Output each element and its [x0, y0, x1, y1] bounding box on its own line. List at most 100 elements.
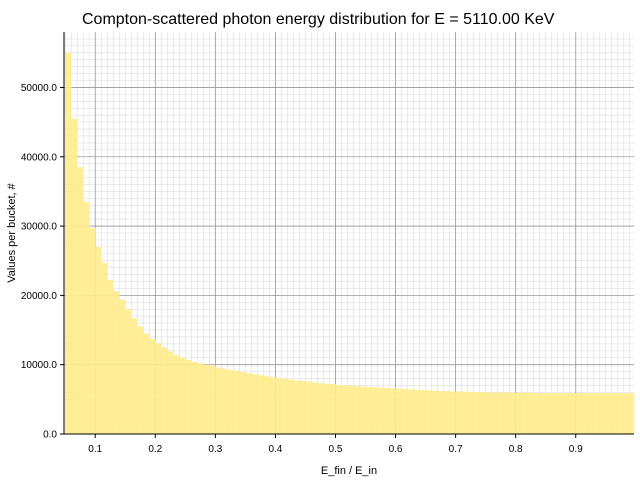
x-tick-label: 0.6 [389, 444, 403, 455]
histogram-bar [107, 280, 114, 434]
chart-title: Compton-scattered photon energy distribu… [82, 11, 555, 28]
x-axis-ticks: 0.1 0.2 0.3 0.4 0.5 0.6 0.7 0.8 0.9 [88, 434, 583, 455]
histogram-bar [545, 393, 553, 434]
histogram-bar [611, 393, 619, 434]
x-tick-label: 0.1 [88, 444, 102, 455]
histogram-bar [185, 359, 192, 434]
histogram-bar [437, 391, 444, 434]
histogram-bar [377, 387, 384, 434]
histogram-bar [353, 386, 360, 434]
histogram-bar [551, 393, 559, 434]
histogram-bar [251, 374, 258, 434]
plot-area [63, 32, 635, 435]
histogram-bar [77, 167, 84, 435]
histogram-bar [479, 392, 486, 434]
histogram-bar [341, 385, 348, 434]
histogram-bar [293, 380, 300, 434]
histogram-bar [131, 318, 138, 434]
histogram-bar [287, 379, 294, 434]
histogram-bar [149, 339, 156, 434]
histogram-bar [71, 118, 78, 434]
histogram-bar [599, 393, 607, 434]
histogram-bar [263, 376, 270, 434]
histogram-bar [233, 370, 240, 434]
x-tick-label: 0.5 [329, 444, 343, 455]
y-axis-ticks: 0.0 10000.0 20000.0 30000.0 40000.0 50000.0 [21, 83, 64, 441]
histogram-bar [431, 390, 438, 434]
histogram-bar [83, 201, 90, 434]
histogram-bar [95, 246, 102, 434]
histogram-bar [371, 387, 378, 434]
histogram-bar [209, 366, 216, 434]
histogram-bar [593, 393, 601, 434]
histogram-bar [521, 392, 528, 434]
histogram-bar [227, 369, 234, 434]
histogram-bar [383, 387, 390, 434]
histogram-bar [317, 383, 324, 434]
histogram-bar [323, 383, 330, 434]
histogram-bar [407, 389, 414, 434]
histogram-bar [389, 388, 396, 434]
histogram-bar [533, 393, 541, 434]
x-tick-label: 0.8 [509, 444, 523, 455]
histogram-bar [605, 393, 613, 434]
histogram-bar [587, 393, 595, 434]
histogram-bar [581, 393, 589, 434]
histogram-bar [473, 392, 480, 434]
histogram-bar [215, 367, 222, 434]
histogram-bar [449, 391, 456, 434]
histogram-bar [101, 262, 108, 434]
histogram-bar [509, 392, 516, 434]
histogram-bar [359, 386, 366, 434]
histogram-bar [143, 333, 150, 434]
histogram-bar [629, 393, 635, 434]
histogram-bar [413, 389, 420, 434]
histogram-bar [347, 385, 354, 434]
histogram-bar [497, 392, 504, 434]
histogram-bar [257, 375, 264, 434]
x-tick-label: 0.2 [148, 444, 162, 455]
histogram-bar [503, 392, 510, 434]
histogram-bar [305, 381, 312, 434]
histogram-bar [329, 384, 336, 434]
x-tick-label: 0.7 [449, 444, 463, 455]
y-tick-label: 0.0 [43, 430, 57, 441]
histogram-bar [173, 354, 180, 434]
histogram-bar [419, 389, 426, 434]
histogram-bar [563, 393, 571, 434]
x-tick-label: 0.4 [268, 444, 282, 455]
x-axis-label: E_fin / E_in [321, 465, 377, 477]
histogram-bar [335, 384, 342, 434]
histogram-bar [575, 393, 583, 434]
histogram-bar [155, 343, 162, 434]
histogram-bar [467, 391, 474, 434]
histogram-bar [113, 291, 120, 434]
histogram-bar [239, 371, 246, 434]
histogram-bar [539, 393, 547, 434]
x-tick-label: 0.9 [569, 444, 583, 455]
histogram-bar [203, 364, 210, 434]
histogram-bar [623, 393, 631, 434]
y-axis-label: Values per bucket, # [6, 182, 18, 282]
histogram-bar [179, 357, 186, 434]
histogram-bar [311, 382, 318, 434]
histogram-bar [485, 392, 492, 434]
histogram-bar [191, 361, 198, 434]
histogram-bars [65, 52, 635, 435]
y-tick-label: 50000.0 [21, 83, 58, 94]
histogram-bar [125, 309, 132, 434]
histogram-bar [461, 391, 468, 434]
histogram-bar [395, 388, 402, 434]
histogram-bar [119, 299, 126, 434]
y-tick-label: 30000.0 [21, 222, 58, 233]
y-tick-label: 10000.0 [21, 360, 58, 371]
histogram-bar [443, 391, 450, 434]
histogram-bar [197, 363, 204, 434]
histogram-bar [365, 386, 372, 434]
histogram-bar [527, 392, 534, 434]
histogram-bar [401, 388, 408, 434]
histogram-bar [161, 347, 168, 434]
histogram-bar [299, 380, 306, 434]
y-tick-label: 20000.0 [21, 291, 58, 302]
